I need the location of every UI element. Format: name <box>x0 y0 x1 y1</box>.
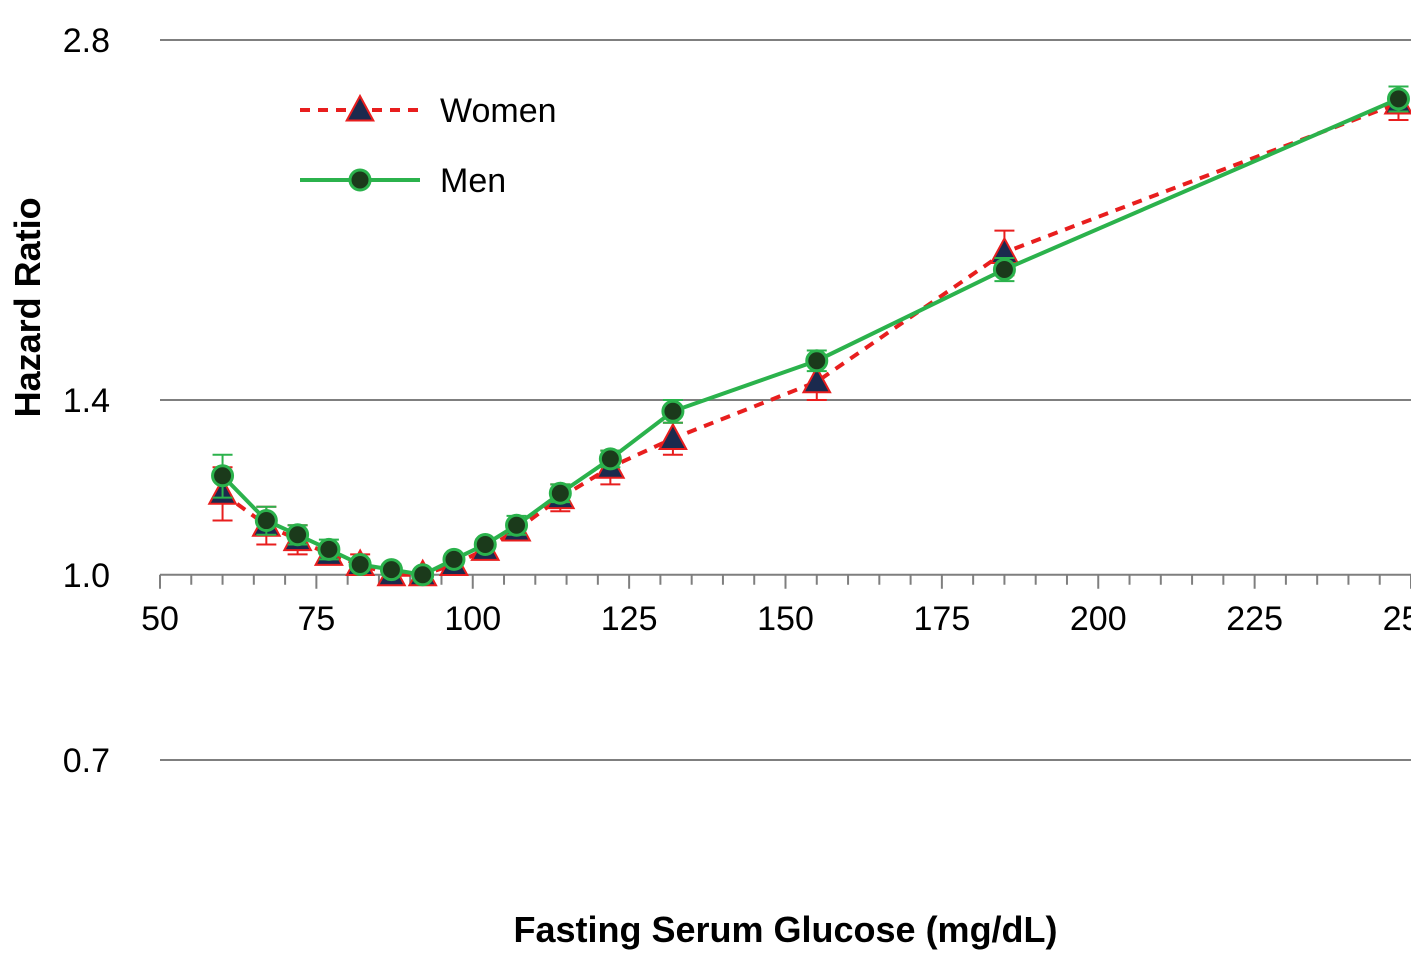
y-tick-label: 2.8 <box>63 22 110 60</box>
x-tick-label: 250 <box>1383 600 1411 638</box>
x-tick-label: 175 <box>914 600 971 638</box>
chart-svg: 0.7 1.0 1.4 2.8 50 75 100 125 150 175 200 225 250 Haz… <box>0 0 1411 962</box>
x-axis-label: Fasting Serum Glucose (mg/dL) <box>513 909 1057 950</box>
y-tick-label: 1.4 <box>63 382 110 420</box>
x-tick-label: 200 <box>1070 600 1127 638</box>
x-tick-label: 50 <box>141 600 179 638</box>
x-tick-label: 100 <box>444 600 501 638</box>
y-tick-label: 1.0 <box>63 557 110 595</box>
x-tick-label: 225 <box>1226 600 1283 638</box>
hazard-ratio-chart: 0.7 1.0 1.4 2.8 50 75 100 125 150 175 200 225 250 Haz… <box>0 0 1411 962</box>
x-tick-label: 125 <box>601 600 658 638</box>
x-tick-label: 150 <box>757 600 814 638</box>
legend-label-women: Women <box>440 92 557 130</box>
y-tick-label: 0.7 <box>63 742 110 780</box>
y-axis-label: Hazard Ratio <box>7 197 48 417</box>
legend-label-men: Men <box>440 162 506 200</box>
x-tick-label: 75 <box>297 600 335 638</box>
